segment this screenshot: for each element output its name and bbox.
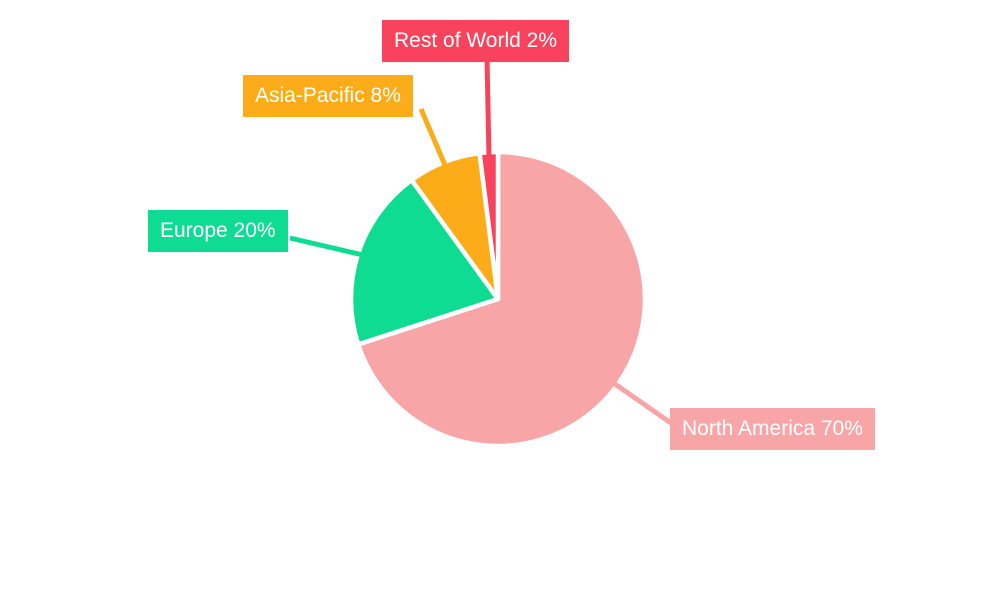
leader-line-north-america bbox=[613, 381, 680, 431]
callout-label-north-america: North America 70% bbox=[670, 408, 875, 450]
callout-label-asia-pacific: Asia-Pacific 8% bbox=[243, 75, 413, 117]
leader-line-europe bbox=[289, 235, 362, 257]
callout-label-rest-of-world: Rest of World 2% bbox=[382, 20, 570, 62]
leader-line-rest-of-world bbox=[484, 57, 492, 156]
leader-line-asia-pacific bbox=[418, 108, 448, 167]
callout-label-europe: Europe 20% bbox=[148, 210, 288, 252]
